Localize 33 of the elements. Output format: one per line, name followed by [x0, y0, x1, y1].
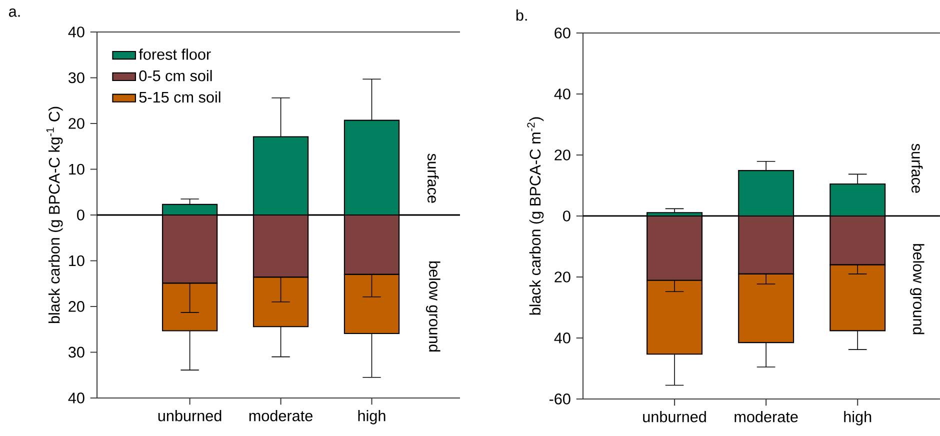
y-tick-label: 40 — [554, 332, 570, 344]
x-tick-label: moderate — [734, 411, 798, 422]
y-tick-label: -60 — [549, 394, 570, 404]
annotation: surface — [428, 154, 439, 203]
y-axis-title: black carbon (g BPCA-C m$^{-2}$) — [527, 117, 544, 315]
y-tick-label: 20 — [68, 118, 84, 129]
y-tick-label: 10 — [69, 164, 84, 175]
legend-label: 5-15 cm soil — [139, 91, 220, 103]
x-tick-label: high — [844, 411, 872, 426]
annotation: surface — [912, 144, 923, 193]
chart-title: b. — [516, 9, 527, 21]
x-tick-label: moderate — [249, 410, 312, 422]
y-tick-label: 40 — [68, 26, 84, 38]
y-tick-label: 40 — [554, 88, 570, 100]
legend-label: forest floor — [138, 48, 211, 60]
y-tick-label: 20 — [554, 272, 570, 282]
y-tick-label: 60 — [554, 28, 570, 38]
y-tick-label: 20 — [68, 301, 84, 312]
y-tick-label: 30 — [68, 346, 84, 358]
annotation: below ground — [910, 244, 924, 334]
y-tick-label: 20 — [554, 150, 570, 160]
y-tick-label: 30 — [68, 72, 84, 84]
x-tick-label: unburned — [643, 411, 706, 422]
x-tick-label: high — [358, 410, 386, 424]
x-tick-label: unburned — [158, 410, 222, 422]
y-tick-label: 0 — [563, 210, 570, 222]
chart-title: a. — [8, 8, 20, 17]
y-tick-label: 0 — [77, 210, 84, 220]
annotation: below ground — [426, 261, 440, 352]
y-axis-title: black carbon (g BPCA-C kg$^{-1}$ C) — [46, 106, 63, 324]
y-tick-label: 10 — [69, 255, 84, 266]
legend-label: 0-5 cm soil — [139, 70, 212, 82]
y-tick-label: 40 — [68, 392, 84, 404]
